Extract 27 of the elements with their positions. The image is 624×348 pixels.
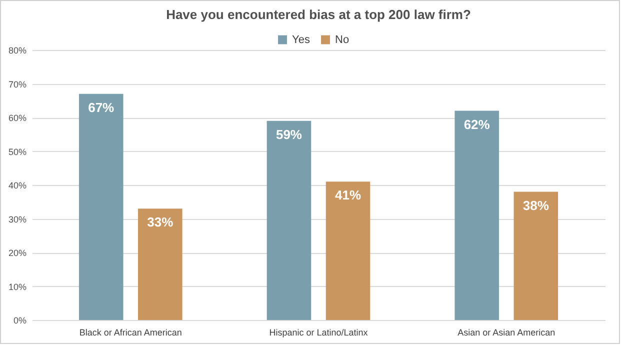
x-tick-label: Hispanic or Latino/Latinx <box>269 328 368 338</box>
bar <box>326 182 370 320</box>
y-tick-label: 0% <box>13 316 26 326</box>
data-label: 33% <box>147 214 174 230</box>
y-tick-label: 60% <box>8 113 26 123</box>
y-tick-label: 30% <box>8 214 26 224</box>
legend-label: No <box>335 34 350 46</box>
bar <box>454 110 499 320</box>
bar <box>514 192 558 320</box>
y-tick-label: 70% <box>8 79 26 90</box>
bar <box>138 208 182 320</box>
y-tick-label: 80% <box>8 46 26 56</box>
data-label: 41% <box>335 188 362 203</box>
y-tick-label: 10% <box>8 282 26 292</box>
chart-title: Have you encountered bias at a top 200 law firm? <box>166 7 471 22</box>
x-tick-label: Black or African American <box>79 328 182 338</box>
y-tick-label: 50% <box>8 146 26 157</box>
data-label: 67% <box>88 100 115 115</box>
bar <box>266 120 312 320</box>
y-tick-label: 20% <box>8 248 26 258</box>
y-tick-label: 40% <box>8 180 26 190</box>
legend-label: Yes <box>292 34 310 46</box>
data-label: 38% <box>522 198 550 213</box>
data-label: 59% <box>276 126 302 142</box>
data-label: 62% <box>464 116 490 132</box>
x-tick-label: Asian or Asian American <box>458 328 556 338</box>
bar <box>78 94 124 320</box>
